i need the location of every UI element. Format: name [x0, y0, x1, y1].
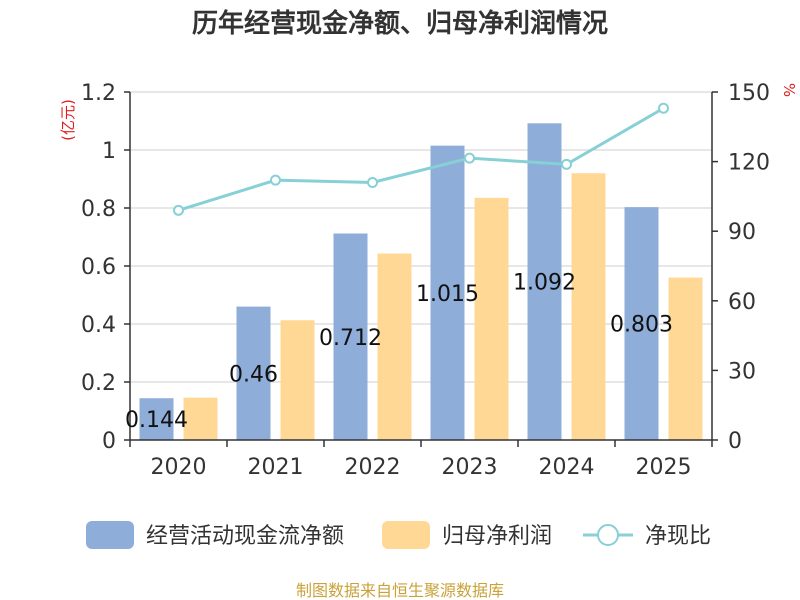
x-axis-label: 2022	[345, 455, 401, 480]
left-axis-tick: 0	[102, 429, 116, 454]
legend-label: 归母净利润	[442, 524, 552, 549]
legend-label: 经营活动现金流净额	[146, 524, 344, 549]
legend-cash-ratio[interactable]: 净现比	[583, 524, 711, 549]
ratio-point	[658, 102, 669, 114]
bar-value-label: 1.015	[416, 282, 479, 307]
left-axis-tick: 1.2	[81, 81, 116, 106]
right-axis-tick: 120	[728, 151, 770, 176]
left-axis-tick: 0.8	[81, 197, 116, 222]
ratio-point	[173, 204, 184, 216]
axes: 0 0.2 0.4 0.6 0.8 1 1.2 0 30 60 90 120 150 2020 2021 20…	[81, 81, 770, 480]
bar-operating-cash-flow	[236, 306, 271, 440]
right-axis-tick: 90	[728, 220, 756, 245]
bar-net-profit	[377, 253, 412, 440]
source-note: 制图数据来自恒生聚源数据库	[296, 581, 504, 600]
right-axis-unit: %	[780, 83, 798, 97]
bar-operating-cash-flow	[139, 398, 174, 440]
legend-label: 净现比	[645, 524, 711, 549]
bar-net-profit	[474, 197, 509, 440]
bar-net-profit	[571, 173, 606, 440]
bar-value-label: 1.092	[513, 271, 576, 296]
bar-operating-cash-flow	[333, 233, 368, 440]
legend-swatch	[86, 521, 134, 549]
legend[interactable]: 经营活动现金流净额 归母净利润 净现比	[86, 521, 711, 549]
legend-net-profit[interactable]: 归母净利润	[382, 521, 552, 549]
ratio-line-group	[173, 102, 669, 216]
right-axis-tick: 150	[728, 81, 770, 106]
bar-net-profit	[280, 320, 315, 440]
bar-value-label: 0.46	[229, 362, 278, 387]
ratio-point	[367, 176, 378, 188]
right-axis-tick: 30	[728, 359, 756, 384]
bar-operating-cash-flow	[624, 207, 659, 440]
bar-operating-cash-flow	[527, 123, 562, 440]
legend-swatch	[382, 521, 430, 549]
right-axis-tick: 0	[728, 429, 742, 454]
x-axis-label: 2024	[539, 455, 595, 480]
ratio-line	[178, 106, 665, 212]
left-axis-tick: 0.2	[81, 371, 116, 396]
x-axis-label: 2023	[442, 455, 498, 480]
gridlines	[130, 91, 712, 383]
chart-title: 历年经营现金净额、归母净利润情况	[192, 8, 608, 39]
ratio-point	[270, 174, 281, 186]
legend-operating-cash-flow[interactable]: 经营活动现金流净额	[86, 521, 344, 549]
legend-swatch-marker	[597, 524, 619, 546]
x-axis-label: 2021	[248, 455, 304, 480]
ratio-point	[561, 158, 572, 170]
ratio-point	[464, 152, 475, 164]
left-axis-tick: 0.4	[81, 313, 116, 338]
x-axis-label: 2020	[151, 455, 207, 480]
bar-value-label: 0.144	[125, 408, 188, 433]
bar-value-label: 0.803	[610, 313, 673, 338]
right-axis-tick: 60	[728, 290, 756, 315]
left-axis-unit: (亿元)	[59, 99, 77, 141]
bars-group	[139, 123, 703, 440]
bar-net-profit	[668, 277, 703, 440]
bar-net-profit	[183, 397, 218, 440]
bar-value-label: 0.712	[319, 326, 382, 351]
left-axis-tick: 1	[102, 139, 116, 164]
x-axis-label: 2025	[636, 455, 692, 480]
data-labels: 0.144 0.46 0.712 1.015 1.092 0.803	[125, 271, 673, 433]
bar-operating-cash-flow	[430, 145, 465, 440]
left-axis-tick: 0.6	[81, 255, 116, 280]
